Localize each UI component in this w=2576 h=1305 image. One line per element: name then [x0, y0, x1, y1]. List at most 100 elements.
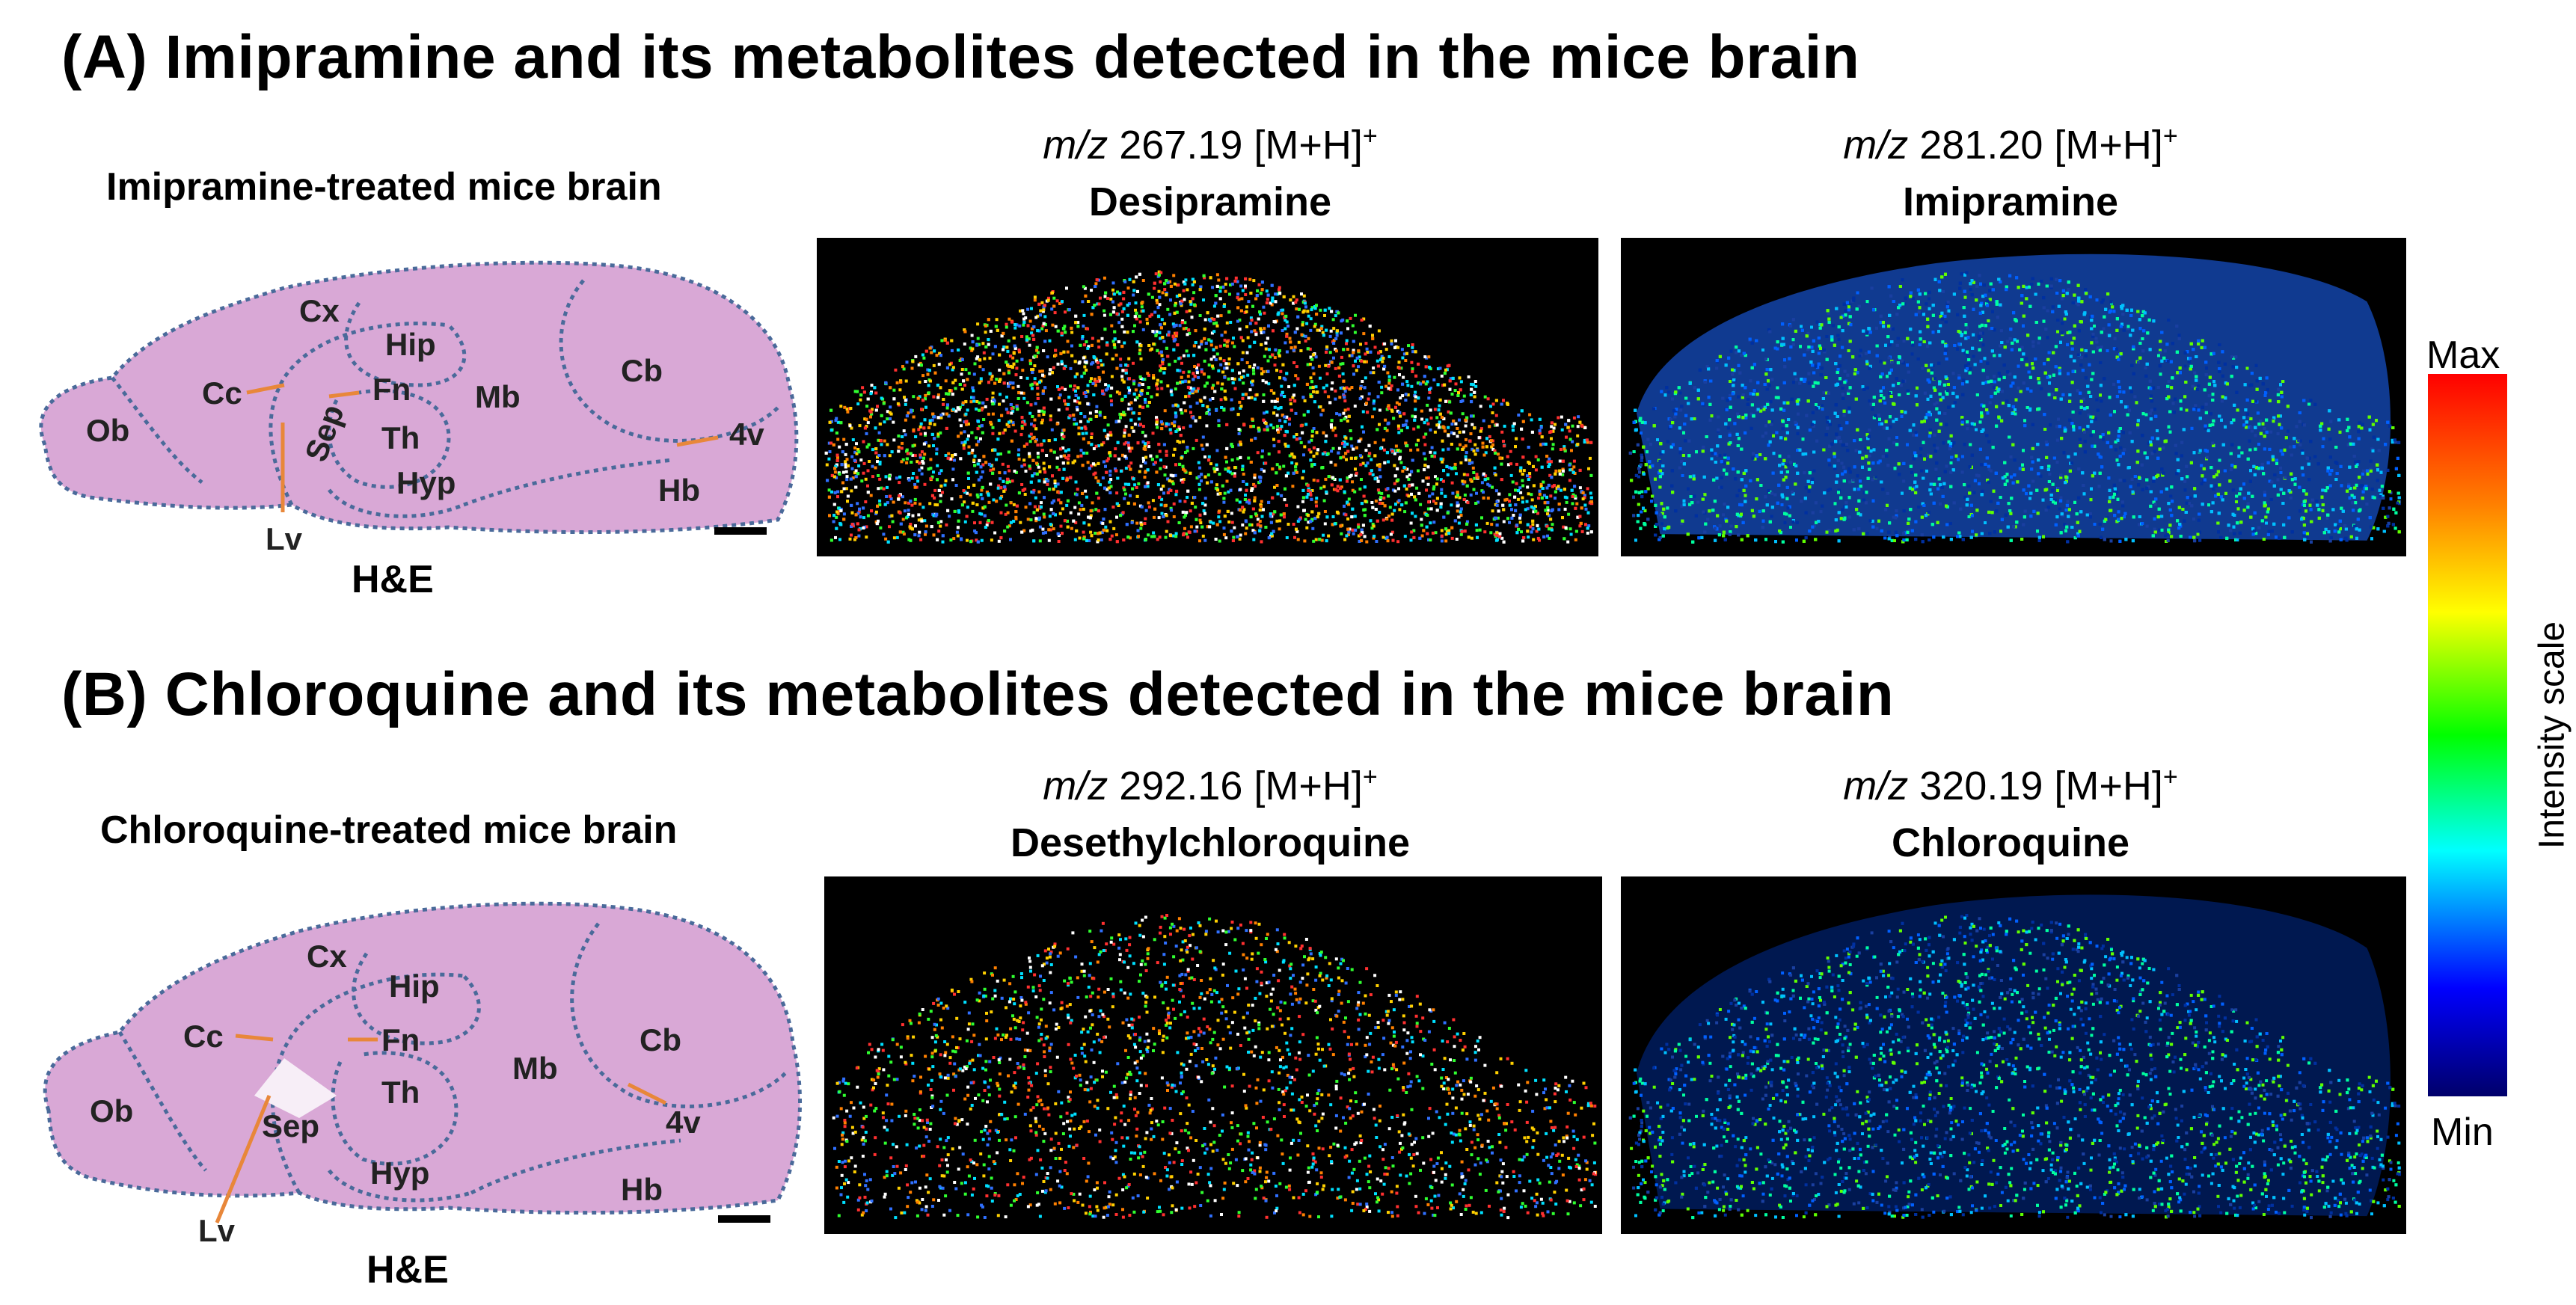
ms-pixel — [1393, 489, 1397, 493]
ms-pixel — [1155, 418, 1159, 422]
ms-pixel — [1034, 440, 1037, 443]
ms-pixel — [1164, 535, 1168, 539]
ms-pixel — [993, 531, 997, 535]
ms-pixel — [1440, 534, 1444, 538]
ms-pixel — [1540, 435, 1544, 439]
ms-pixel — [1361, 461, 1365, 465]
ms-pixel — [1377, 491, 1381, 494]
ms-pixel — [1495, 538, 1499, 541]
ms-pixel — [1011, 423, 1015, 426]
ms-pixel — [882, 532, 886, 536]
ms-pixel — [878, 499, 882, 503]
ms-pixel — [1103, 309, 1106, 313]
ms-pixel — [1195, 529, 1198, 533]
ms-pixel — [1138, 375, 1142, 379]
ms-pixel — [1253, 531, 1257, 535]
ms-pixel — [1158, 351, 1162, 354]
ms-pixel — [1155, 416, 1159, 420]
ms-pixel — [880, 486, 883, 490]
ms-pixel — [1434, 531, 1438, 535]
ms-pixel — [854, 469, 858, 473]
ms-pixel — [1474, 523, 1478, 526]
ms-pixel — [1307, 489, 1310, 492]
ms-pixel — [1238, 400, 1242, 404]
ms-pixel — [1379, 497, 1382, 501]
ms-pixel — [1349, 316, 1352, 320]
ms-pixel — [963, 500, 966, 504]
ms-pixel — [1241, 393, 1245, 396]
ms-pixel — [988, 356, 992, 360]
ms-pixel — [1467, 535, 1471, 539]
ms-pixel — [1159, 326, 1163, 330]
ms-pixel — [1313, 400, 1316, 404]
ms-pixel — [1091, 306, 1095, 310]
ms-pixel — [1257, 283, 1261, 286]
ms-pixel — [1185, 532, 1189, 535]
ms-pixel — [1276, 313, 1280, 316]
ms-pixel — [1275, 414, 1279, 417]
ms-pixel — [1017, 391, 1021, 395]
ms-pixel — [1127, 357, 1131, 360]
ms-pixel — [1278, 527, 1281, 531]
ms-pixel — [1030, 368, 1034, 372]
ms-pixel — [1051, 291, 1054, 295]
ms-pixel — [1236, 319, 1239, 323]
mz-prefix: m/z — [1843, 123, 1908, 168]
ms-pixel — [1454, 422, 1458, 426]
ms-pixel — [1376, 359, 1379, 363]
ms-pixel — [984, 324, 987, 328]
ms-pixel — [1120, 345, 1124, 348]
ms-pixel — [971, 449, 975, 452]
ms-pixel — [1531, 527, 1535, 531]
ms-pixel — [1464, 424, 1468, 428]
ms-pixel — [1376, 519, 1379, 523]
ms-pixel — [1313, 463, 1316, 466]
ms-pixel — [1195, 518, 1198, 521]
ms-pixel — [1266, 337, 1269, 340]
ms-pixel — [1343, 408, 1347, 412]
ms-pixel — [1456, 435, 1459, 438]
ms-pixel — [1281, 312, 1284, 316]
ms-pixel — [1457, 521, 1461, 525]
ms-pixel — [1154, 461, 1157, 464]
ms-pixel — [1275, 463, 1279, 467]
ms-pixel — [1041, 531, 1045, 535]
ms-pixel — [1209, 480, 1213, 484]
ms-pixel — [886, 501, 889, 505]
ms-pixel — [1331, 523, 1334, 526]
ms-pixel — [1378, 464, 1381, 468]
ms-pixel — [1545, 524, 1549, 528]
ms-pixel — [1182, 370, 1186, 374]
ms-pixel — [1530, 498, 1534, 502]
ms-pixel — [1088, 516, 1092, 520]
ms-pixel — [1509, 473, 1513, 477]
ms-pixel — [1146, 372, 1150, 375]
ms-pixel — [1106, 387, 1110, 390]
ms-pixel — [1092, 355, 1096, 359]
ms-pixel — [1357, 523, 1361, 526]
ms-pixel — [1435, 477, 1439, 481]
ms-pixel — [917, 363, 921, 366]
ms-pixel — [1167, 423, 1171, 426]
ms-pixel — [1368, 472, 1372, 476]
ms-pixel — [1182, 467, 1186, 471]
mz-charge: + — [1363, 122, 1378, 150]
ms-pixel — [882, 487, 886, 491]
ms-pixel — [1439, 506, 1443, 509]
ms-pixel — [1387, 515, 1390, 518]
ms-pixel — [1016, 453, 1020, 457]
ms-pixel — [1325, 351, 1328, 354]
ms-pixel — [1169, 473, 1173, 477]
ms-pixel — [1155, 298, 1159, 302]
ms-pixel — [1209, 357, 1213, 361]
ms-pixel — [1429, 428, 1432, 432]
ms-pixel — [1100, 337, 1104, 340]
ms-pixel — [1158, 295, 1162, 299]
ms-pixel — [1111, 288, 1114, 292]
ms-pixel — [1219, 398, 1223, 402]
ms-pixel — [1119, 302, 1123, 306]
ms-pixel — [1198, 518, 1202, 522]
ms-pixel — [886, 417, 889, 421]
ms-pixel — [1138, 320, 1142, 324]
ms-pixel — [1263, 428, 1266, 432]
